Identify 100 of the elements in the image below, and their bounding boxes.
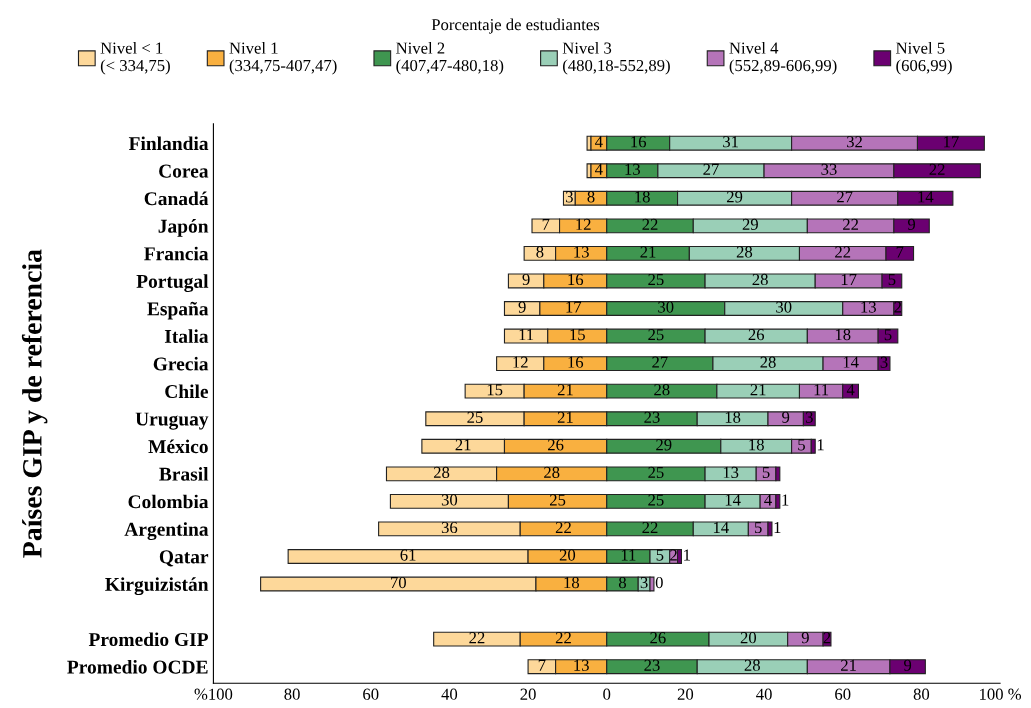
legend-label: Nivel 4 (552,89-606,99) [729, 41, 837, 75]
data-label: 25 [648, 466, 664, 478]
y-tick-label: Grecia [153, 356, 209, 371]
data-label: 25 [549, 494, 566, 506]
data-label: 21 [557, 384, 573, 396]
data-label: 4 [595, 163, 603, 175]
legend-label: Nivel 5 (606,99) [896, 41, 952, 75]
x-tick-label: 80 [913, 688, 930, 700]
x-tick-label: 100 % [980, 688, 1022, 700]
data-label: 14 [713, 521, 729, 533]
data-label: 17 [841, 273, 857, 285]
data-label: 21 [750, 384, 766, 396]
y-tick-label: Portugal [136, 274, 209, 292]
data-label: 9 [782, 411, 790, 423]
data-label: 21 [640, 246, 656, 258]
data-label: 32 [847, 136, 862, 148]
y-tick-label: Promedio OCDE [67, 659, 208, 674]
data-label: 28 [433, 466, 450, 478]
data-label: 30 [441, 494, 458, 506]
data-label: 9 [518, 301, 526, 313]
data-label: 23 [644, 411, 660, 423]
legend-title: Porcentaje de estudiantes [431, 18, 600, 34]
data-label: 18 [564, 576, 580, 589]
data-label: 5 [888, 274, 896, 286]
data-label: 21 [841, 659, 856, 671]
data-label: 13 [861, 301, 876, 313]
data-label: 14 [918, 191, 934, 203]
data-label: 13 [723, 466, 739, 478]
data-label: 22 [843, 218, 859, 230]
data-label: 8 [536, 246, 544, 258]
data-label: 9 [522, 273, 530, 286]
data-label: 28 [760, 356, 776, 368]
data-label: 22 [835, 246, 851, 258]
data-label: 13 [625, 163, 640, 175]
y-tick-label: Francia [144, 246, 209, 261]
x-tick-label: 20 [520, 688, 536, 700]
data-label: 9 [801, 632, 809, 644]
data-label: 18 [835, 328, 851, 341]
data-label: 7 [538, 659, 546, 671]
data-label: 21 [455, 439, 471, 451]
data-label: 16 [568, 356, 584, 368]
legend-label: Nivel 2 (407,47-480,18) [396, 41, 504, 75]
data-label: 3 [640, 577, 648, 589]
data-label: 28 [654, 384, 670, 396]
y-tick-label: Finlandia [128, 136, 209, 151]
data-label: 25 [467, 411, 483, 423]
data-label: 11 [814, 384, 829, 396]
data-label: 26 [748, 329, 765, 341]
data-label: 11 [621, 549, 636, 561]
data-label: 22 [469, 632, 485, 644]
data-label: 0 [655, 576, 663, 589]
data-label: 4 [846, 384, 855, 396]
data-label: 31 [723, 136, 738, 148]
data-label: 36 [441, 521, 458, 534]
y-tick-label: Qatar [159, 550, 209, 567]
data-label: 27 [652, 356, 668, 368]
data-label: 26 [548, 439, 564, 451]
x-tick-label: %100 [194, 688, 233, 700]
data-label: 33 [821, 163, 837, 175]
y-tick-label: Uruguay [135, 412, 209, 430]
data-label: 25 [648, 273, 664, 286]
data-label: 5 [798, 439, 805, 451]
y-tick-label: Colombia [128, 494, 209, 509]
data-label: 21 [557, 411, 573, 423]
data-label: 20 [740, 632, 757, 644]
data-label: 16 [631, 136, 647, 148]
data-label: 2 [670, 549, 677, 561]
legend-label: Nivel 1 (334,75-407,47) [229, 41, 337, 75]
data-label: 28 [544, 466, 560, 478]
data-label: 22 [642, 218, 658, 230]
data-label: 17 [566, 301, 582, 313]
data-label: 20 [559, 549, 576, 561]
data-label: 18 [635, 191, 650, 203]
x-tick-label: 0 [603, 688, 611, 700]
data-label: 28 [752, 273, 768, 286]
data-label: 15 [570, 329, 585, 341]
data-label: 1 [817, 439, 824, 451]
data-label: 22 [555, 521, 571, 533]
y-tick-label: Japón [158, 219, 209, 237]
data-label: 5 [656, 549, 664, 561]
data-label: 14 [725, 494, 741, 506]
y-tick-label: Italia [164, 329, 209, 343]
data-label: 13 [574, 659, 589, 671]
data-label: 12 [513, 356, 528, 368]
data-label: 13 [574, 246, 589, 258]
data-label: 70 [391, 576, 406, 589]
y-tick-label: España [147, 301, 209, 320]
y-tick-label: Kirguizistán [105, 577, 209, 596]
y-tick-label: Chile [165, 384, 209, 399]
data-label: 25 [648, 329, 664, 341]
y-tick-label: Corea [159, 164, 209, 178]
data-label: 25 [648, 494, 664, 506]
data-label: 18 [725, 411, 741, 423]
x-tick-label: 60 [835, 688, 851, 700]
data-label: 9 [907, 218, 916, 231]
data-label: 3 [805, 411, 813, 423]
data-label: 11 [519, 329, 534, 341]
legend-label: Nivel < 1 (< 334,75) [100, 41, 170, 75]
data-label: 29 [656, 439, 672, 451]
y-tick-label: México [148, 439, 208, 454]
